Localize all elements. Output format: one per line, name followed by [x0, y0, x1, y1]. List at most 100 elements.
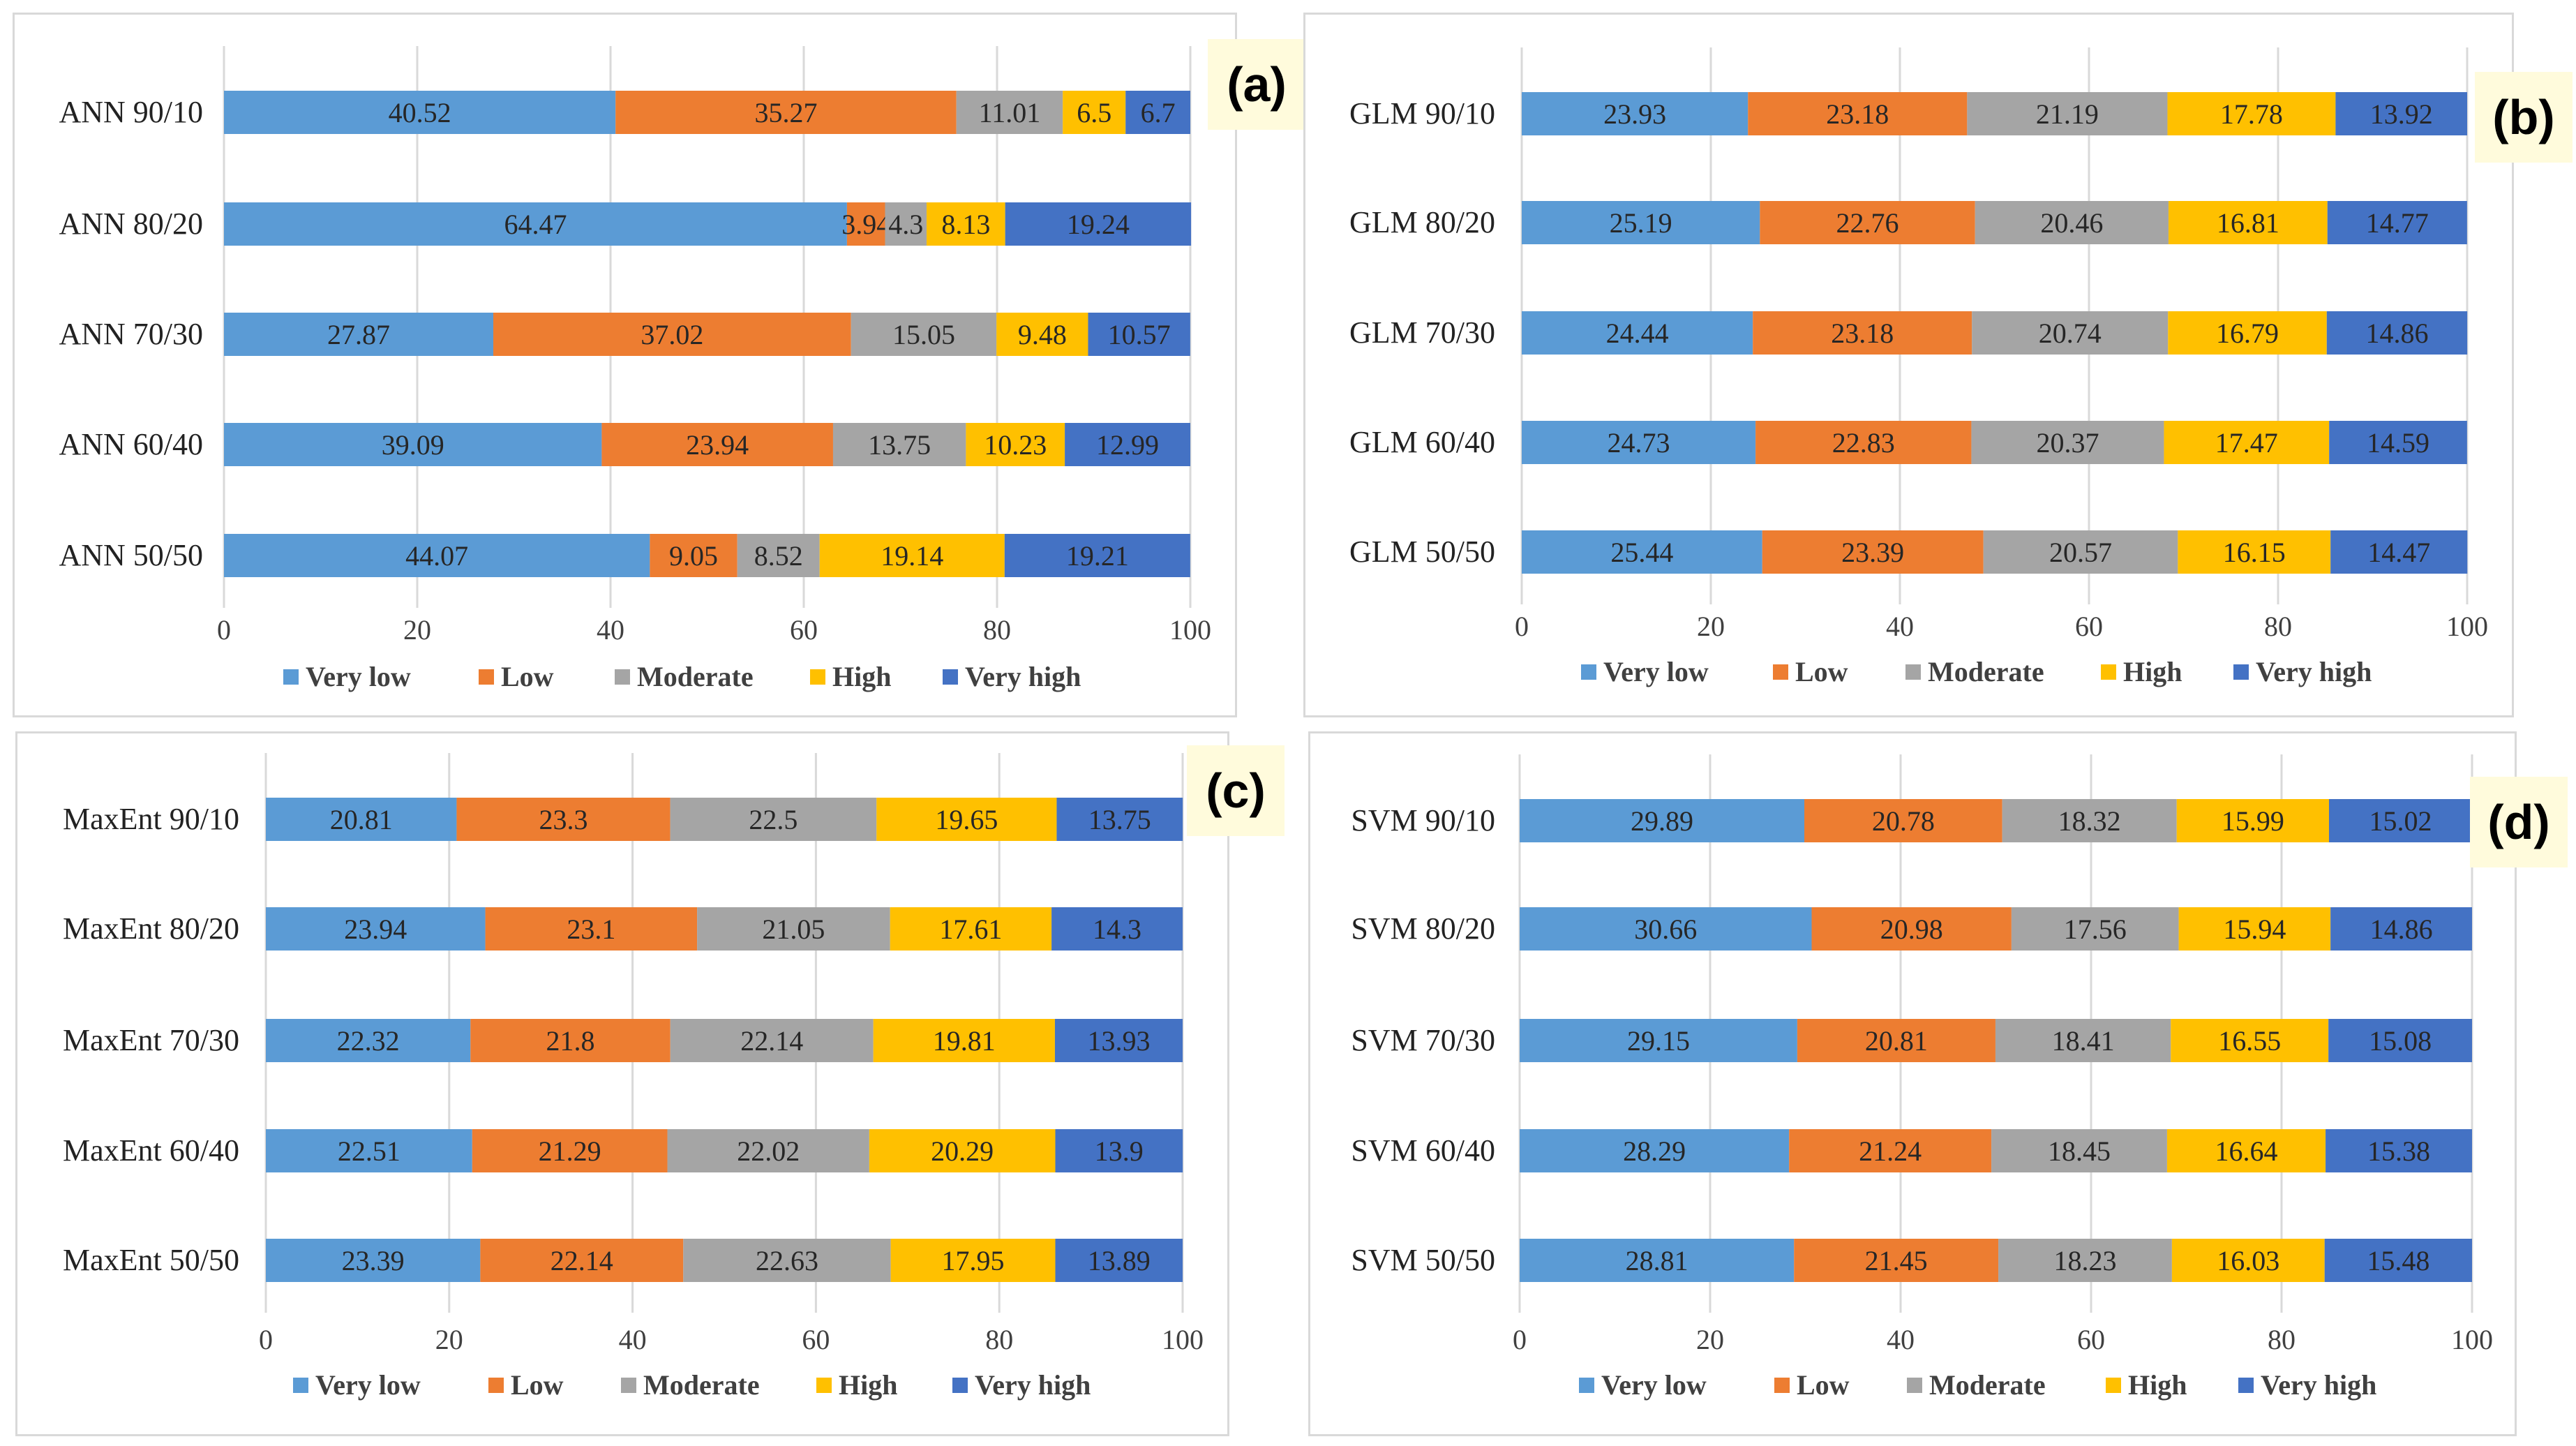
bar-segment	[670, 798, 877, 841]
bar-segment	[266, 798, 457, 841]
category-label: ANN 60/40	[59, 427, 203, 461]
legend-label: Low	[501, 661, 554, 692]
bar-segment	[966, 423, 1065, 466]
bar-segment	[1522, 92, 1748, 135]
bar-segment	[956, 91, 1063, 134]
data-label: 23.93	[1603, 98, 1666, 130]
x-tick-label: 80	[983, 614, 1011, 646]
legend-swatch	[1905, 664, 1921, 680]
bar-segment	[1004, 534, 1190, 577]
bar-segment	[1520, 1239, 1795, 1282]
category-label: ANN 50/50	[59, 538, 203, 572]
x-tick-label: 60	[790, 614, 818, 646]
x-tick-label: 20	[1697, 611, 1725, 642]
data-label: 13.89	[1088, 1245, 1151, 1276]
data-label: 13.93	[1087, 1025, 1150, 1057]
data-label: 23.1	[567, 914, 615, 945]
bar-segment	[224, 202, 847, 246]
x-tick-label: 40	[597, 614, 624, 646]
category-label: SVM 50/50	[1351, 1243, 1495, 1277]
data-label: 21.45	[1865, 1245, 1928, 1276]
x-tick-label: 80	[985, 1324, 1013, 1355]
bar-segment	[2324, 1239, 2472, 1282]
bar-segment	[493, 313, 851, 356]
legend-swatch	[1773, 664, 1788, 680]
x-tick-label: 60	[2075, 611, 2103, 642]
category-label: MaxEnt 60/40	[63, 1133, 239, 1168]
x-tick-label: 20	[435, 1324, 463, 1355]
legend-swatch	[621, 1378, 636, 1393]
category-label: MaxEnt 70/30	[63, 1023, 239, 1057]
data-label: 30.66	[1634, 914, 1697, 945]
bar-segment	[1995, 1019, 2171, 1062]
x-tick-label: 40	[1887, 1324, 1915, 1355]
bar-segment	[2171, 1019, 2329, 1062]
bar-segment	[667, 1129, 869, 1172]
bar-segment	[2166, 1129, 2326, 1172]
data-label: 17.95	[942, 1245, 1005, 1276]
data-label: 15.05	[892, 319, 955, 350]
bar-segment	[1522, 421, 1756, 464]
legend-label: Very low	[1603, 656, 1709, 687]
category-label: SVM 60/40	[1351, 1133, 1495, 1168]
data-label: 25.44	[1610, 537, 1673, 568]
bar-segment	[266, 907, 486, 951]
bar-segment	[2171, 1239, 2325, 1282]
data-label: 19.65	[935, 804, 998, 835]
legend-label: High	[839, 1369, 897, 1401]
data-label: 16.03	[2217, 1245, 2279, 1276]
data-label: 21.05	[762, 914, 825, 945]
data-label: 17.56	[2064, 914, 2127, 945]
bar-segment	[1762, 530, 1984, 574]
x-tick-label: 80	[2264, 611, 2292, 642]
category-label: ANN 90/10	[59, 95, 203, 129]
chart-d-svg: 0 20 40 60 80 100 SVM 90/10 29.89 20.78 18.32 15.9…	[1351, 754, 2493, 1401]
category-label: GLM 80/20	[1349, 205, 1495, 239]
bar-segment	[266, 1019, 471, 1062]
bar-segment	[1991, 1129, 2167, 1172]
x-tick-label: 40	[1886, 611, 1914, 642]
category-label: GLM 50/50	[1349, 535, 1495, 569]
data-label: 20.81	[330, 804, 393, 835]
data-label: 22.14	[740, 1025, 803, 1057]
x-tick-label: 0	[1513, 1324, 1527, 1355]
data-label: 22.02	[737, 1135, 800, 1167]
data-label: 22.32	[337, 1025, 400, 1057]
legend-swatch	[1774, 1378, 1790, 1393]
bar-segment	[1967, 92, 2168, 135]
data-label: 18.45	[2048, 1135, 2111, 1167]
x-tick-label: 100	[2451, 1324, 2493, 1355]
legend-swatch	[2101, 664, 2116, 680]
bar-segment	[456, 798, 671, 841]
data-label: 20.98	[1880, 914, 1943, 945]
data-label: 9.48	[1018, 319, 1067, 350]
legend-label: Very high	[2256, 656, 2372, 687]
legend-label: Very high	[965, 661, 1081, 692]
legend-label: Moderate	[637, 661, 754, 692]
bar-segment	[1753, 311, 1972, 355]
data-label: 22.51	[338, 1135, 400, 1167]
bar-segment	[876, 798, 1057, 841]
bar-segment	[1005, 202, 1192, 246]
legend-label: High	[832, 661, 891, 692]
bar-segment	[2167, 92, 2336, 135]
bar-segment	[1797, 1019, 1995, 1062]
bar-segment	[1755, 421, 1972, 464]
data-label: 18.23	[2053, 1245, 2116, 1276]
data-label: 19.81	[933, 1025, 996, 1057]
data-label: 22.76	[1836, 207, 1899, 239]
bar-segment	[2164, 421, 2330, 464]
bar-segment	[1998, 1239, 2172, 1282]
chart-b-svg: 0 20 40 60 80 100 GLM 90/10 23.93 23.18 21.19 17.7…	[1349, 47, 2488, 687]
bar-segment	[873, 1019, 1055, 1062]
legend-swatch	[1907, 1378, 1922, 1393]
data-label: 22.63	[756, 1245, 818, 1276]
x-tick-label: 0	[1515, 611, 1529, 642]
category-label: MaxEnt 50/50	[63, 1243, 239, 1277]
bar-segment	[1975, 201, 2169, 244]
bar-segment	[1056, 798, 1183, 841]
data-label: 16.79	[2216, 318, 2279, 349]
bar-segment	[1088, 313, 1190, 356]
bar-segment	[1125, 91, 1190, 134]
data-label: 13.75	[1088, 804, 1151, 835]
